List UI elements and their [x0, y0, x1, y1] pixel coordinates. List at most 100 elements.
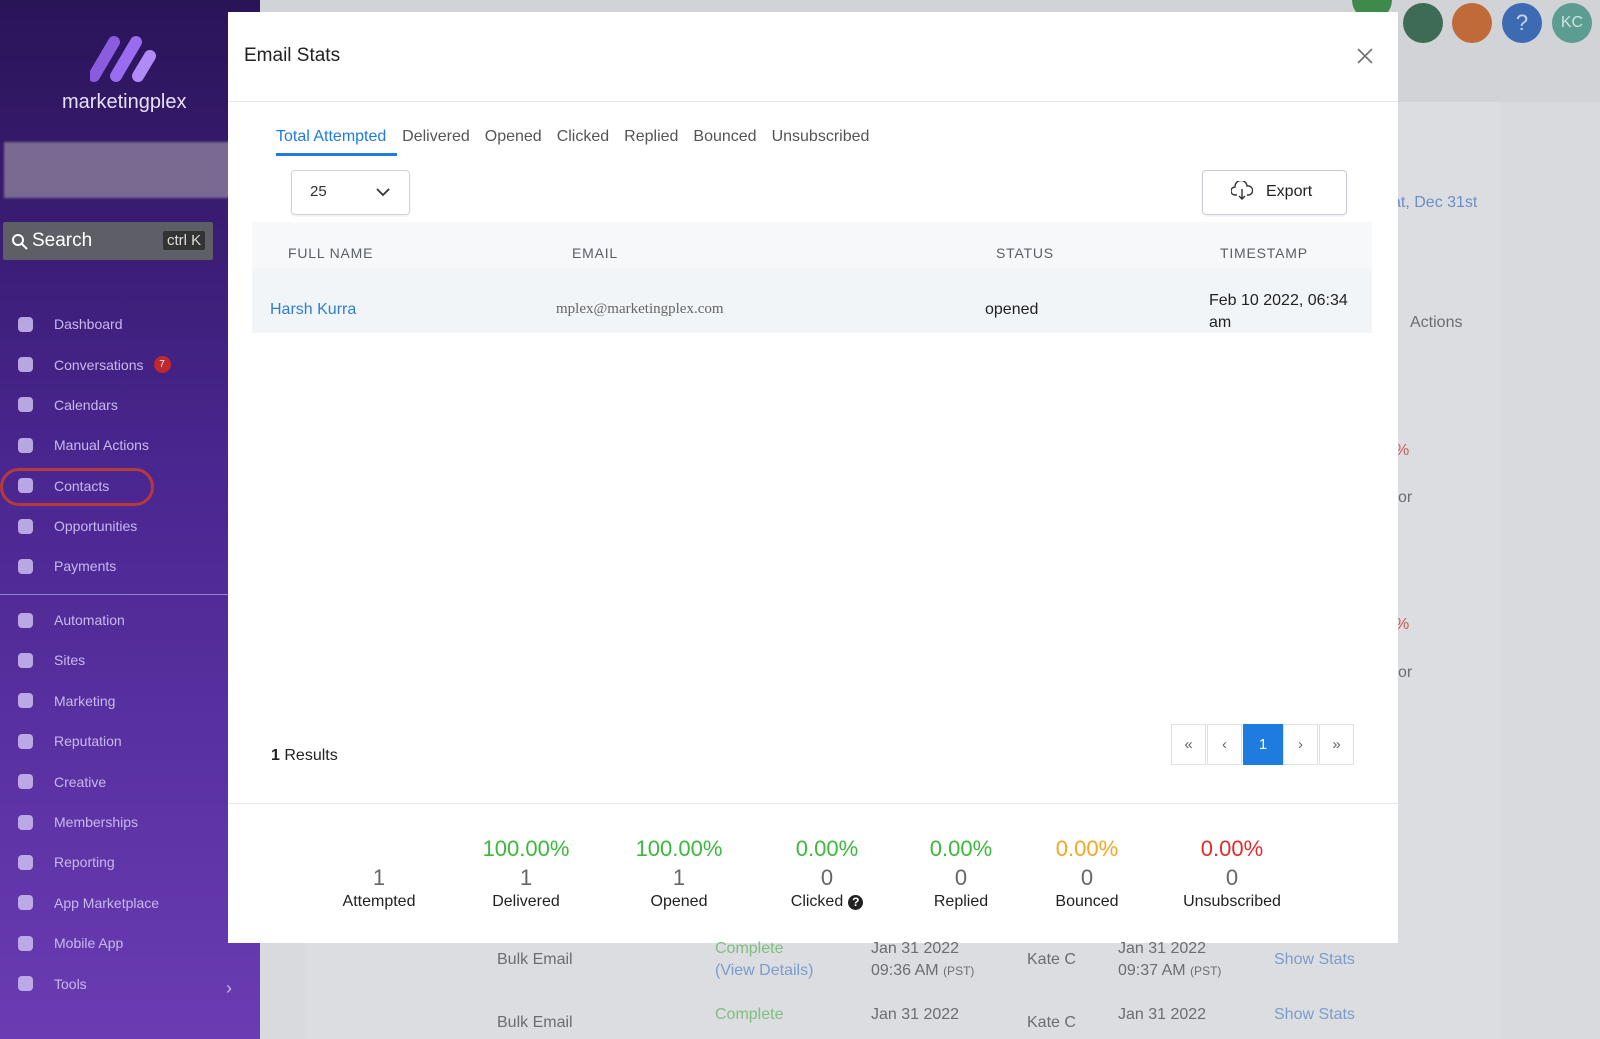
tab-underline: [276, 153, 397, 156]
bg-cell: Jan 31 2022: [871, 1006, 960, 1023]
nav-item[interactable]: Opportunities: [18, 518, 137, 534]
nav-label: Reputation: [54, 733, 122, 750]
nav-label: Sites: [54, 652, 86, 669]
timezone: (PST): [1190, 964, 1222, 978]
page-button[interactable]: «: [1171, 724, 1206, 765]
page-size: 25: [310, 183, 327, 200]
date-link: at, Dec 31st: [1392, 194, 1478, 211]
nav-label: Marketing: [54, 692, 116, 709]
divider: [228, 101, 1398, 102]
bg-cell: Jan 31 2022: [1118, 940, 1207, 957]
export-button[interactable]: Export: [1202, 170, 1347, 215]
nav-item[interactable]: Conversations 7: [18, 356, 171, 374]
stat-label: Clicked?: [747, 893, 907, 911]
stat-number: 0: [1225, 865, 1239, 890]
bg-cell: Complete: [715, 940, 784, 957]
nav-icon: [18, 814, 33, 830]
user-avatar[interactable]: KC: [1552, 3, 1592, 43]
nav-item[interactable]: Marketing: [18, 693, 115, 709]
table-header: [252, 222, 1372, 268]
stat-percent: 0.00%: [1200, 836, 1264, 861]
announcements[interactable]: [1403, 3, 1443, 43]
help-icon[interactable]: ?: [848, 895, 864, 910]
nav-item[interactable]: Automation: [18, 612, 125, 628]
nav-item[interactable]: Tools: [18, 976, 87, 992]
page-button[interactable]: »: [1319, 724, 1354, 765]
nav-label: Opportunities: [54, 518, 138, 534]
tab[interactable]: Bounced: [693, 128, 757, 145]
tab[interactable]: Replied: [624, 128, 679, 145]
text: or: [1398, 664, 1413, 681]
nav-label: Contacts: [54, 477, 110, 494]
nav-label: Calendars: [54, 396, 118, 413]
bg-cell: Kate C: [1027, 1014, 1076, 1031]
nav-icon: [18, 733, 33, 749]
modal: Email Stats 25 Export Harsh Kurra mplex@…: [228, 12, 1398, 943]
results-label: Results: [284, 747, 338, 764]
tab[interactable]: Delivered: [402, 128, 470, 145]
search-label: Search: [32, 230, 93, 251]
nav-item[interactable]: Dashboard: [18, 316, 123, 332]
nav-item[interactable]: Contacts: [18, 478, 109, 494]
contact-link[interactable]: Harsh Kurra: [270, 301, 357, 318]
tab[interactable]: Total Attempted: [276, 128, 387, 145]
dropdown-icon: [376, 188, 390, 197]
stat-number: 0: [820, 865, 834, 890]
highlight: [0, 468, 154, 506]
nav-label: App Marketplace: [54, 894, 160, 911]
nav-item[interactable]: Memberships: [18, 814, 138, 830]
tab[interactable]: Unsubscribed: [771, 128, 870, 145]
bg-cell: Complete: [715, 1006, 784, 1023]
location-switcher[interactable]: [4, 142, 230, 198]
nav-item[interactable]: Creative: [18, 774, 106, 790]
nav-label: Tools: [54, 975, 87, 992]
close-button[interactable]: [1356, 47, 1374, 65]
nav-icon: [18, 478, 33, 494]
bg-cell[interactable]: (View Details): [715, 962, 814, 979]
modal-title: Email Stats: [244, 45, 341, 66]
nav-icon: [18, 976, 33, 992]
page-size-select[interactable]: 25: [291, 170, 410, 215]
nav-item[interactable]: App Marketplace: [18, 895, 159, 911]
search-box[interactable]: Search ctrl K: [3, 222, 213, 260]
bg-cell[interactable]: Show Stats: [1274, 951, 1355, 968]
timestamp: Feb 10 2022, 06:34 am: [1209, 292, 1348, 331]
stat-percent: 0.00%: [1055, 836, 1119, 861]
tab[interactable]: Opened: [484, 128, 542, 145]
results-count: 1: [271, 747, 280, 764]
page-button[interactable]: 1: [1243, 724, 1283, 765]
page-button[interactable]: ›: [1283, 724, 1318, 765]
export-icon: [1231, 181, 1253, 200]
status: opened: [985, 301, 1039, 318]
nav-item[interactable]: Reputation: [18, 733, 122, 749]
nav-label: Creative: [54, 773, 107, 790]
tab[interactable]: Clicked: [556, 128, 610, 145]
logo-mark: [90, 36, 156, 82]
stat-number: 1: [672, 865, 686, 890]
nav-item[interactable]: Calendars: [18, 397, 118, 413]
nav-label: Payments: [54, 558, 117, 575]
stat-percent: 0.00%: [795, 836, 859, 861]
stat-number: 1: [372, 865, 386, 890]
stat-percent: 100.00%: [482, 836, 570, 861]
bg-cell[interactable]: Show Stats: [1274, 1006, 1355, 1023]
nav-label: Conversations: [54, 356, 144, 373]
help[interactable]: ?: [1502, 3, 1542, 43]
shortcut: ctrl K: [163, 231, 206, 250]
results: 1 Results: [271, 747, 338, 765]
nav-item[interactable]: Reporting: [18, 854, 115, 870]
nav-item[interactable]: Mobile App: [18, 935, 123, 951]
nav-item[interactable]: Sites: [18, 652, 85, 668]
nav-icon: [18, 518, 33, 534]
nav-label: Manual Actions: [54, 437, 149, 454]
stat-percent: 100.00%: [635, 836, 723, 861]
nav-icon: [18, 895, 33, 911]
notifications[interactable]: [1452, 3, 1492, 43]
stat-label: Unsubscribed: [1183, 893, 1281, 910]
nav-label: Automation: [54, 612, 125, 628]
nav-item[interactable]: Manual Actions: [18, 437, 149, 453]
page-button[interactable]: ‹: [1207, 724, 1242, 765]
stat-label: Opened: [650, 893, 708, 910]
nav-item[interactable]: Payments: [18, 558, 116, 574]
